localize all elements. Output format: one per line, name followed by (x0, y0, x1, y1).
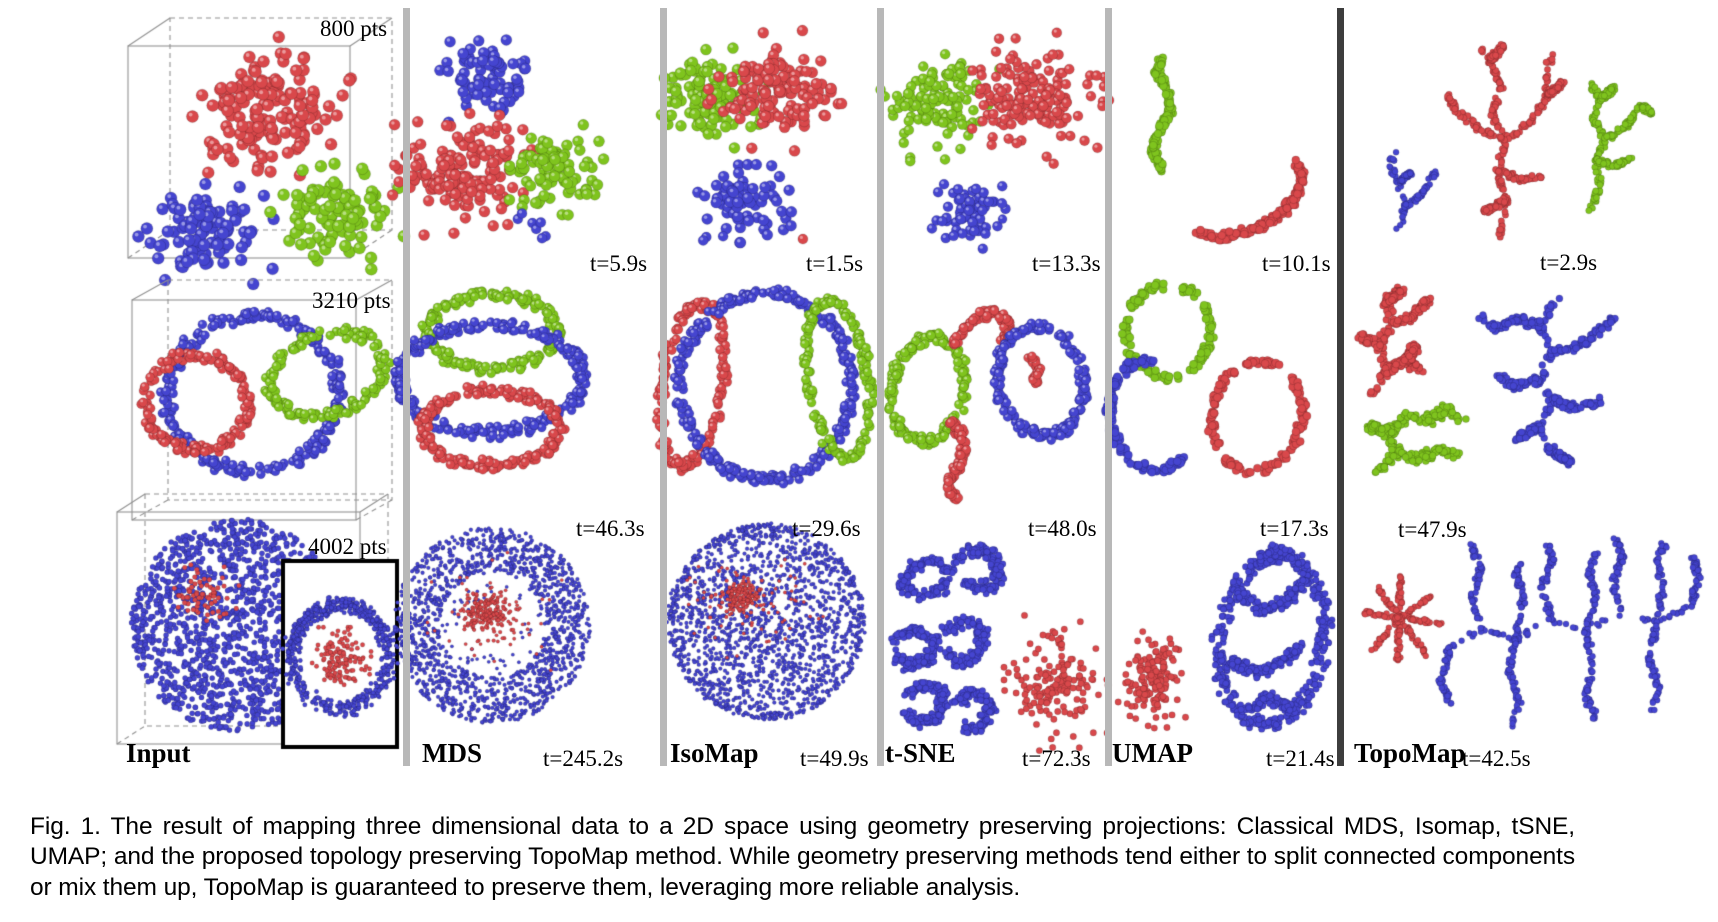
timing-label-isomap-row2: t=29.6s (792, 516, 861, 541)
timing-label-umap-row1: t=10.1s (1262, 251, 1331, 276)
figure-caption: Fig. 1. The result of mapping three dime… (30, 813, 1575, 901)
panel-tsne-row2 (884, 280, 1101, 543)
panel-input-row3 (100, 490, 400, 775)
panel-umap-row1 (1112, 8, 1335, 278)
timing-label-isomap-row1: t=1.5s (806, 251, 864, 276)
column-label-isomap: IsoMap (670, 738, 759, 768)
timing-label-mds-row3: t=245.2s (543, 746, 624, 771)
panel-isomap-row2 (667, 280, 873, 543)
column-separator (877, 8, 884, 766)
column-label-umap: UMAP (1112, 738, 1193, 768)
timing-label-topomap-row2: t=47.9s (1398, 517, 1467, 542)
points-count-label: 4002 pts (308, 534, 387, 559)
timing-label-topomap-row1: t=2.9s (1540, 250, 1598, 275)
panel-topomap-row2 (1344, 280, 1714, 543)
column-label-input: Input (126, 738, 191, 768)
timing-label-tsne-row3: t=72.3s (1022, 746, 1091, 771)
panel-topomap-row1 (1344, 8, 1714, 278)
column-separator (403, 8, 410, 766)
column-label-tsne: t-SNE (885, 738, 956, 768)
projection-panels-canvas (0, 0, 1718, 782)
timing-label-tsne-row2: t=48.0s (1028, 516, 1097, 541)
timing-label-topomap-row3: t=42.5s (1462, 746, 1531, 771)
column-separator (1105, 8, 1112, 766)
panel-input-row1 (100, 8, 400, 278)
column-label-mds: MDS (422, 738, 482, 768)
timing-label-mds-row1: t=5.9s (590, 251, 648, 276)
points-count-label: 3210 pts (312, 288, 391, 313)
panel-mds-row2 (410, 280, 656, 543)
timing-label-umap-row2: t=17.3s (1260, 516, 1329, 541)
figure-1: 800 pts 3210 pts 4002 pts t=5.9s t=1.5s … (0, 0, 1718, 782)
points-count-label: 800 pts (320, 16, 388, 41)
panel-tsne-row1 (884, 8, 1101, 278)
timing-label-tsne-row1: t=13.3s (1032, 251, 1101, 276)
panel-umap-row2 (1112, 280, 1335, 543)
panel-isomap-row1 (667, 8, 873, 278)
timing-label-mds-row2: t=46.3s (576, 516, 645, 541)
column-separator (660, 8, 667, 766)
column-separator (1337, 8, 1344, 766)
column-label-topomap: TopoMap (1354, 738, 1466, 768)
timing-label-isomap-row3: t=49.9s (800, 746, 869, 771)
panel-mds-row1 (410, 8, 656, 278)
timing-label-umap-row3: t=21.4s (1266, 746, 1335, 771)
